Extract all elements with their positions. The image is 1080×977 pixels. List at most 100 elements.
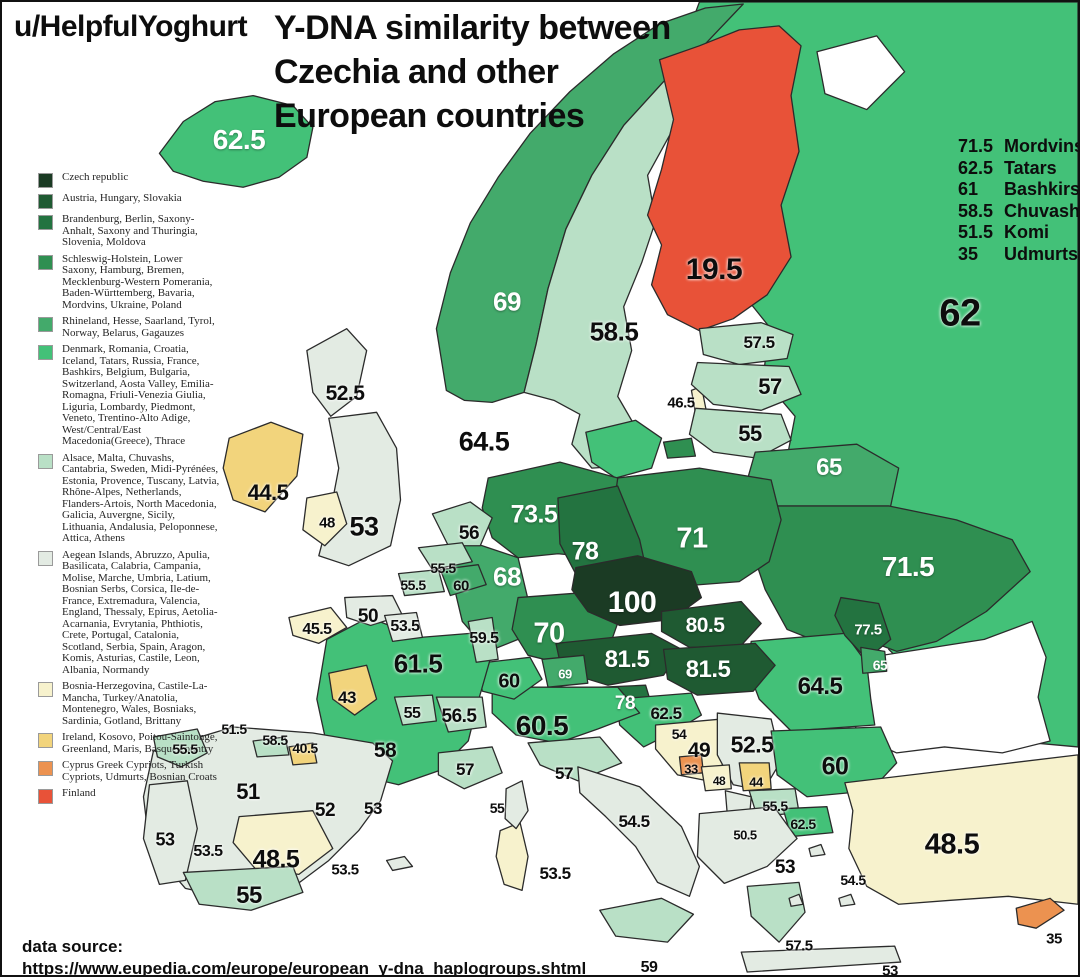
map-value-label: 53 xyxy=(774,857,796,878)
peoples-name: Bashkirs xyxy=(1004,179,1080,199)
map-value-label: 60.5 xyxy=(515,710,569,741)
map-value-label: 51 xyxy=(236,779,260,804)
region-iceland xyxy=(158,94,314,188)
legend-item: Schleswig-Holstein, Lower Saxony, Hambur… xyxy=(38,253,220,312)
map-title: Y-DNA similarity between Czechia and othe… xyxy=(274,6,671,138)
legend-item: Finland xyxy=(38,787,220,804)
map-value-label: 44.5 xyxy=(247,480,289,505)
region-cyprus xyxy=(1015,897,1065,929)
region-corsica xyxy=(504,780,529,830)
legend-label: Brandenburg, Berlin, Saxony-Anhalt, Saxo… xyxy=(62,213,198,248)
region-kaliningrad xyxy=(662,437,697,459)
map-value-label: 60 xyxy=(821,752,849,781)
map-value-label: 70 xyxy=(533,617,565,650)
region-aegean-island-3 xyxy=(788,893,804,907)
legend-item: Austria, Hungary, Slovakia xyxy=(38,192,220,209)
map-value-label: 80.5 xyxy=(685,614,725,637)
data-source: data source: https://www.eupedia.com/eur… xyxy=(22,936,587,977)
region-brittany xyxy=(288,606,348,645)
region-ile-de-france xyxy=(383,611,424,643)
region-galicia xyxy=(152,728,208,768)
legend-item: Bosnia-Herzegovina, Castile-La-Mancha, T… xyxy=(38,680,220,727)
region-artois xyxy=(397,569,446,597)
legend-item: Brandenburg, Berlin, Saxony-Anhalt, Saxo… xyxy=(38,213,220,249)
map-value-label: 73.5 xyxy=(510,500,558,529)
map-value-label: 49 xyxy=(687,739,711,762)
map-value-label: 33 xyxy=(684,761,698,777)
peoples-value: 58.5 xyxy=(958,200,994,221)
map-value-label: 81.5 xyxy=(685,656,731,683)
map-value-label: 58.5 xyxy=(262,732,288,748)
data-source-url: https://www.eupedia.com/europe/european_… xyxy=(22,959,587,977)
region-scotland xyxy=(306,328,368,417)
region-kosovo xyxy=(738,762,772,792)
map-value-label: 52.5 xyxy=(730,731,774,758)
region-belgium xyxy=(439,564,487,597)
map-value-label: 60 xyxy=(453,577,469,595)
legend-item: Alsace, Malta, Chuvashs, Cantabria, Swed… xyxy=(38,452,220,545)
legend-swatch xyxy=(38,194,53,209)
map-value-label: 55.5 xyxy=(400,577,426,593)
map-value-label: 69 xyxy=(493,286,521,317)
map-value-label: 81.5 xyxy=(604,646,650,673)
region-white-sea xyxy=(816,35,906,111)
legend-label: Finland xyxy=(62,787,96,799)
region-sicily xyxy=(599,897,695,943)
map-value-label: 48.5 xyxy=(924,828,980,861)
map-value-label: 54.5 xyxy=(618,812,650,831)
region-italy-south xyxy=(577,766,701,897)
map-value-label: 59.5 xyxy=(469,630,499,647)
map-title-line: Y-DNA similarity between xyxy=(274,9,671,47)
peoples-row: 51.5 Komi xyxy=(958,222,1078,244)
region-flanders xyxy=(417,542,473,571)
peoples-row: 58.5 Chuvash xyxy=(958,200,1078,223)
map-value-label: 55.5 xyxy=(430,560,456,576)
map-value-label: 57 xyxy=(456,760,474,779)
region-ukraine xyxy=(750,505,1031,652)
legend-label: Bosnia-Herzegovina, Castile-La-Mancha, T… xyxy=(62,680,208,727)
legend-item: Denmark, Romania, Croatia, Iceland, Tata… xyxy=(38,343,220,448)
map-value-label: 53.5 xyxy=(331,861,359,879)
peoples-value: 62.5 xyxy=(958,157,994,178)
map-value-label: 65 xyxy=(872,657,888,673)
map-value-label: 53 xyxy=(349,511,379,542)
region-peloponnese xyxy=(746,881,806,943)
region-cantabria xyxy=(252,736,290,758)
author-credit: u/HelpfulYoghurt xyxy=(14,10,248,43)
region-tyrol xyxy=(541,654,589,688)
map-value-label: 46.5 xyxy=(667,394,695,412)
map-value-label: 55 xyxy=(738,421,762,446)
peoples-name: Tatars xyxy=(1004,157,1057,178)
map-value-label: 64.5 xyxy=(797,673,843,700)
region-wales xyxy=(302,491,348,547)
map-value-label: 43 xyxy=(338,688,356,707)
legend-label: Ireland, Kosovo, Poitou-Saintonge, Green… xyxy=(62,731,218,755)
map-value-label: 44 xyxy=(749,774,763,790)
map-value-label: 78 xyxy=(571,537,599,566)
map-value-label: 50 xyxy=(357,606,379,627)
data-source-label: data source: xyxy=(22,937,124,956)
map-value-label: 53.5 xyxy=(390,618,420,635)
map-value-label: 45.5 xyxy=(302,621,332,638)
region-italy-north xyxy=(491,686,641,744)
map-value-label: 69 xyxy=(558,666,572,682)
legend-swatch xyxy=(38,173,53,188)
map-value-label: 78 xyxy=(614,693,636,714)
map-value-label: 19.5 xyxy=(685,253,743,286)
map-value-label: 100 xyxy=(607,586,657,619)
region-alsace xyxy=(467,616,499,663)
legend-swatch xyxy=(38,682,53,697)
peoples-row: 71.5 Mordvins xyxy=(958,136,1078,158)
legend-swatch xyxy=(38,215,53,230)
legend-swatch xyxy=(38,789,53,804)
region-finland xyxy=(646,25,802,332)
region-provence xyxy=(437,746,503,790)
map-value-label: 62 xyxy=(939,292,981,335)
map-value-label: 55 xyxy=(403,705,421,722)
map-value-label: 51.5 xyxy=(221,721,247,737)
peoples-name: Udmurts xyxy=(1004,243,1079,264)
region-ireland xyxy=(222,421,304,513)
legend-label: Rhineland, Hesse, Saarland, Tyrol, Norwa… xyxy=(62,315,215,339)
map-value-label: 57.5 xyxy=(743,333,775,352)
